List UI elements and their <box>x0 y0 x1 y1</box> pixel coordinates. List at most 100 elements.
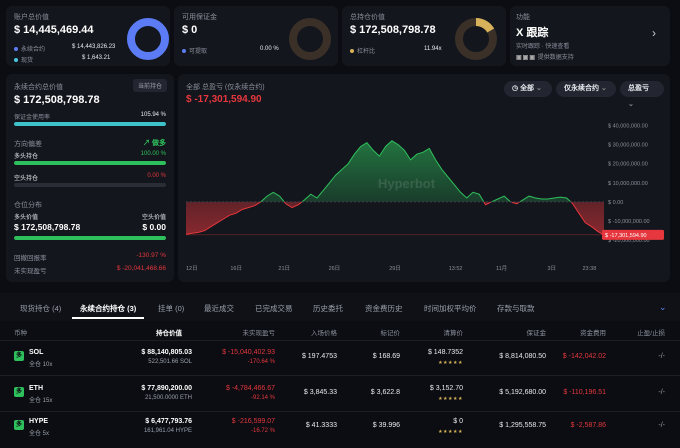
cell-funding: $ -110,196.51 <box>563 389 606 396</box>
cell-coin: SOL <box>29 349 44 356</box>
filter-type-dropdown[interactable]: 仅永续合约 ⌄ <box>556 81 616 97</box>
y-tick-label: $ 0.00 <box>608 200 623 206</box>
tab-3[interactable]: 最近成交 <box>204 304 234 313</box>
cell-upnl: $ -15,040,402.93 <box>222 349 275 356</box>
tab-4[interactable]: 已完成交易 <box>255 304 293 313</box>
filter-metric-dropdown[interactable]: 总盈亏 ⌄ <box>620 81 664 108</box>
tab-2[interactable]: 挂单 (0) <box>158 304 185 313</box>
trend-up-icon: ↗ <box>143 140 151 147</box>
y-tick-label: $ 40,000,000.00 <box>608 124 648 130</box>
chevron-down-icon: ⌄ <box>628 101 634 108</box>
position-value: $ 172,508,798.78 <box>350 24 436 36</box>
distribution-label: 仓位分布 <box>14 202 42 209</box>
header-4[interactable]: 标记价 <box>380 330 401 337</box>
upnl-value: $ -20,041,468.66 <box>116 265 166 272</box>
chevron-down-icon: ⌄ <box>600 85 607 92</box>
row-divider <box>0 411 680 412</box>
y-tick-label: $ 30,000,000.00 <box>608 143 648 149</box>
margin-value: $ 0 <box>182 24 198 36</box>
perp-value: $ 14,443,826.23 <box>72 44 116 50</box>
long-label: 多头持仓 <box>14 154 39 160</box>
header-3[interactable]: 入场价格 <box>311 330 337 337</box>
cell-funding: $ -2,587.86 <box>570 422 606 429</box>
feature-card[interactable]: 功能 X 跟踪 实时跟踪 · 快速查看 ▣▣▣ 提供数据支持 › <box>510 6 670 66</box>
perp-total-label: 永续合约总价值 <box>14 84 63 91</box>
cell-entry: $ 3,845.33 <box>303 389 337 396</box>
account-donut <box>127 18 169 60</box>
short-pct: 0.00 % <box>147 173 166 179</box>
last-value-tag <box>602 229 664 240</box>
cell-upnl: $ -4,784,466.67 <box>225 385 275 392</box>
chevron-right-icon[interactable]: › <box>652 26 656 40</box>
short-label: 空头持仓 <box>14 176 39 182</box>
account-value: $ 14,445,469.44 <box>14 24 94 36</box>
chart-label: 全部 总盈亏 (仅永续合约) <box>186 84 265 91</box>
risk-stars-icon: ★★★★★ <box>438 396 463 402</box>
long-side-icon: 多 <box>14 420 24 430</box>
header-2[interactable]: 未实现盈亏 <box>242 330 276 337</box>
pnl-line-profit <box>259 140 572 202</box>
cell-tpsl: -/- <box>658 353 665 360</box>
positions-table <box>0 321 680 448</box>
short-value: $ 0.00 <box>142 222 166 232</box>
margin-usage-bar <box>14 122 166 126</box>
header-1[interactable]: 持仓价值 <box>156 330 182 337</box>
roe-label: 回撤回报率 <box>14 255 47 262</box>
x-tick-label: 12日 <box>186 265 198 272</box>
withdraw-pct: 0.00 % <box>260 46 279 52</box>
roe-value: -130.97 % <box>136 252 166 259</box>
cell-upnl_pct: -170.64 % <box>247 359 275 365</box>
spot-value: $ 1,643.21 <box>82 55 111 61</box>
perp-label: 永续合约 <box>21 47 46 53</box>
tab-0[interactable]: 现货持仓 (4) <box>20 304 62 313</box>
x-tick-label: 21日 <box>278 265 290 272</box>
cell-mode: 全仓 15x <box>29 398 53 404</box>
cell-mode: 全仓 10x <box>29 362 53 368</box>
distribution-bar <box>14 236 166 240</box>
tab-6[interactable]: 资金费历史 <box>365 304 403 313</box>
y-tick-label: $ -10,000,000.00 <box>608 219 650 225</box>
cell-mode: 全仓 5x <box>29 431 50 437</box>
provider-logo-icon: ▣▣▣ <box>516 55 537 61</box>
feature-label: 功能 <box>516 14 530 21</box>
long-bar <box>14 161 166 165</box>
filter-all-label: 全部 <box>520 85 535 92</box>
tab-8[interactable]: 存款与取款 <box>497 304 535 313</box>
cell-mark: $ 168.69 <box>372 353 400 360</box>
header-6[interactable]: 保证金 <box>526 330 547 337</box>
short-bar <box>14 183 166 187</box>
collapse-chevron-icon[interactable]: ⌄ <box>659 302 667 312</box>
long-pct: 100.00 % <box>140 151 166 157</box>
position-label: 总持仓价值 <box>350 14 385 21</box>
filter-all-dropdown[interactable]: ◷ 全部 ⌄ <box>504 81 552 97</box>
header-7[interactable]: 资金费用 <box>580 330 606 337</box>
header-0[interactable]: 币种 <box>14 330 27 337</box>
header-5[interactable]: 清算价 <box>443 330 464 337</box>
tab-7[interactable]: 时间加权平均价 <box>424 304 477 313</box>
header-8[interactable]: 止盈/止损 <box>637 330 665 337</box>
account-value-label: 账户总价值 <box>14 14 49 21</box>
chevron-down-icon: ⌄ <box>536 85 542 92</box>
spot-label: 现货 <box>21 58 34 64</box>
filter-type-label: 仅永续合约 <box>564 85 599 92</box>
perp-summary-panel: 永续合约总价值 当前持仓 $ 172,508,798.78 保证金使用率 105… <box>6 74 174 282</box>
long-side-icon: 多 <box>14 351 24 361</box>
cell-margin: $ 8,814,080.50 <box>499 353 546 360</box>
risk-stars-icon: ★★★★★ <box>438 429 463 435</box>
cell-size: 161,961.04 HYPE <box>143 428 192 434</box>
upnl-label: 未实现盈亏 <box>14 268 47 275</box>
risk-stars-icon: ★★★★★ <box>438 360 463 366</box>
tab-1[interactable]: 永续合约持仓 (3) <box>80 304 137 313</box>
tab-5[interactable]: 历史委托 <box>313 304 343 313</box>
y-tick-label: $ 20,000,000.00 <box>608 162 648 168</box>
y-tick-label: $ 10,000,000.00 <box>608 181 648 187</box>
watermark-text: Hyperbot <box>378 176 436 191</box>
cell-entry: $ 41.3333 <box>305 422 337 429</box>
cell-tpsl: -/- <box>658 422 665 429</box>
position-card: 总持仓价值 $ 172,508,798.78 杠杆比 11.94x <box>342 6 506 66</box>
cell-value: $ 6,477,793.76 <box>145 418 192 425</box>
leverage-donut <box>455 18 497 60</box>
cell-coin: ETH <box>29 385 43 392</box>
current-position-button[interactable]: 当前持仓 <box>133 79 168 92</box>
feature-desc: 实时跟踪 · 快速查看 <box>516 44 570 50</box>
